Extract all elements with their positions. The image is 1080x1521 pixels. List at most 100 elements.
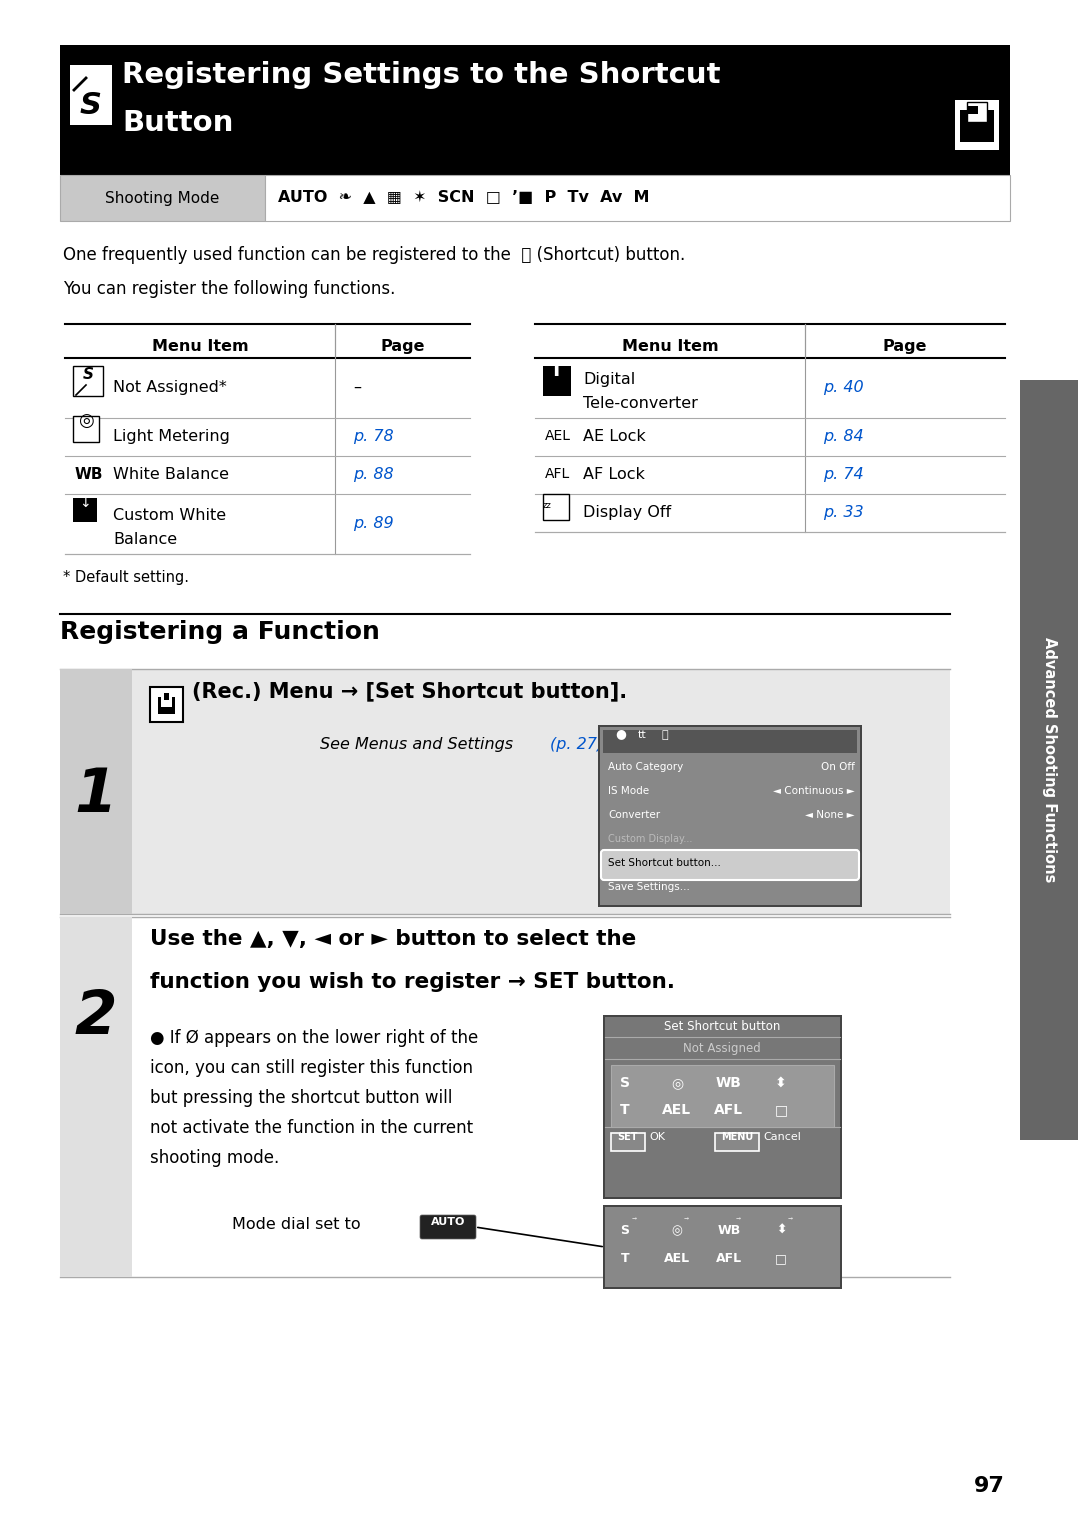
Text: zz: zz (543, 500, 552, 510)
Text: ⚾: ⚾ (662, 730, 669, 741)
Bar (960, 110, 994, 141)
Text: Page: Page (380, 339, 424, 354)
Bar (60, 175, 265, 221)
Text: AEL: AEL (662, 1103, 691, 1116)
Text: OK: OK (649, 1132, 665, 1142)
Text: but pressing the shortcut button will: but pressing the shortcut button will (150, 1089, 453, 1107)
Text: AFL: AFL (545, 467, 570, 481)
Text: Custom White: Custom White (113, 508, 226, 523)
Text: ↓: ↓ (79, 496, 91, 510)
Text: WB: WB (75, 467, 104, 482)
Text: S: S (80, 91, 102, 120)
Bar (60, 669, 950, 914)
Text: 1: 1 (75, 767, 118, 826)
Text: AF Lock: AF Lock (583, 467, 645, 482)
Text: Save Settings...: Save Settings... (608, 882, 690, 891)
Bar (60, 46, 1010, 175)
Text: p. 84: p. 84 (823, 429, 864, 444)
Text: □: □ (775, 1252, 787, 1265)
Text: Use the ▲, ▼, ◄ or ► button to select the: Use the ▲, ▼, ◄ or ► button to select th… (150, 929, 636, 949)
Text: S: S (621, 1224, 630, 1237)
Text: p. 88: p. 88 (353, 467, 393, 482)
Text: ◎: ◎ (671, 1075, 683, 1091)
Text: AEL: AEL (545, 429, 571, 443)
Bar (600, 727, 860, 905)
Text: T: T (621, 1252, 630, 1265)
Text: AUTO  ❧  ▲  ▦  ✶  SCN  □  ’■  P  Tv  Av  M: AUTO ❧ ▲ ▦ ✶ SCN □ ’■ P Tv Av M (278, 190, 649, 205)
Text: Not Assigned*: Not Assigned* (113, 380, 227, 395)
Text: p. 74: p. 74 (823, 467, 864, 482)
Bar (611, 1065, 834, 1127)
Bar (60, 669, 132, 914)
Text: AEL: AEL (664, 1252, 690, 1265)
Text: ◄ None ►: ◄ None ► (806, 811, 855, 820)
Text: ◎: ◎ (78, 412, 94, 430)
Text: Balance: Balance (113, 532, 177, 548)
Text: T: T (551, 360, 564, 380)
Bar (543, 494, 569, 520)
Text: –: – (353, 380, 361, 395)
Text: Converter: Converter (608, 811, 660, 820)
Text: p. 40: p. 40 (823, 380, 864, 395)
Text: 97: 97 (974, 1475, 1005, 1497)
Text: Digital: Digital (583, 373, 635, 386)
Text: p. 89: p. 89 (353, 516, 393, 531)
Text: White Balance: White Balance (113, 467, 229, 482)
Text: 2: 2 (75, 987, 118, 1046)
Text: ● If Ø appears on the lower right of the: ● If Ø appears on the lower right of the (150, 1030, 478, 1046)
Text: Custom Display...: Custom Display... (608, 834, 692, 844)
Text: Menu Item: Menu Item (622, 339, 718, 354)
Bar (73, 497, 97, 522)
Text: Shooting Mode: Shooting Mode (105, 190, 219, 205)
Bar (265, 175, 1010, 221)
Text: ●: ● (615, 727, 626, 741)
Text: Not Assigned: Not Assigned (684, 1042, 761, 1056)
Text: One frequently used function can be registered to the  Ⓢ (Shortcut) button.: One frequently used function can be regi… (63, 246, 685, 265)
Bar (603, 730, 858, 753)
Bar (715, 1133, 759, 1151)
Text: On Off: On Off (821, 762, 855, 773)
Bar (603, 1205, 842, 1288)
Text: Set Shortcut button: Set Shortcut button (664, 1021, 780, 1033)
Text: ◄ Continuous ►: ◄ Continuous ► (773, 786, 855, 795)
Text: ⬍: ⬍ (775, 1075, 787, 1091)
Bar (605, 1208, 840, 1287)
Text: Display Off: Display Off (583, 505, 671, 520)
Text: SET: SET (618, 1132, 638, 1142)
Text: T: T (620, 1103, 630, 1116)
Text: Light Metering: Light Metering (113, 429, 230, 444)
Text: icon, you can still register this function: icon, you can still register this functi… (150, 1059, 473, 1077)
Bar (70, 65, 112, 125)
Text: Advanced Shooting Functions: Advanced Shooting Functions (1041, 637, 1056, 882)
Text: ⬍: ⬍ (775, 1224, 786, 1237)
Text: not activate the function in the current: not activate the function in the current (150, 1119, 473, 1138)
Text: Cancel: Cancel (762, 1132, 801, 1142)
Bar (158, 697, 175, 713)
Text: (Rec.) Menu → [Set Shortcut button].: (Rec.) Menu → [Set Shortcut button]. (192, 681, 627, 701)
Text: AUTO: AUTO (431, 1217, 465, 1227)
Text: Auto Category: Auto Category (608, 762, 684, 773)
Text: Tele-converter: Tele-converter (583, 395, 698, 411)
Bar (150, 687, 183, 722)
Bar (968, 106, 978, 114)
Bar (164, 694, 168, 700)
Bar (598, 726, 862, 907)
Bar (611, 1133, 645, 1151)
Bar (60, 917, 950, 1278)
Text: Registering Settings to the Shortcut: Registering Settings to the Shortcut (122, 61, 720, 90)
Text: You can register the following functions.: You can register the following functions… (63, 280, 395, 298)
Text: WB: WB (716, 1075, 742, 1091)
Text: Registering a Function: Registering a Function (60, 621, 380, 643)
Text: S: S (82, 367, 94, 382)
Bar (955, 100, 999, 151)
FancyBboxPatch shape (420, 1215, 476, 1240)
Text: * Default setting.: * Default setting. (63, 570, 189, 586)
Bar (60, 917, 132, 1278)
Text: AFL: AFL (715, 1103, 743, 1116)
Bar (605, 1018, 840, 1197)
Text: IS Mode: IS Mode (608, 786, 649, 795)
Bar (967, 102, 987, 122)
Bar (603, 1015, 842, 1199)
Bar (543, 367, 571, 395)
Text: WB: WB (717, 1224, 741, 1237)
